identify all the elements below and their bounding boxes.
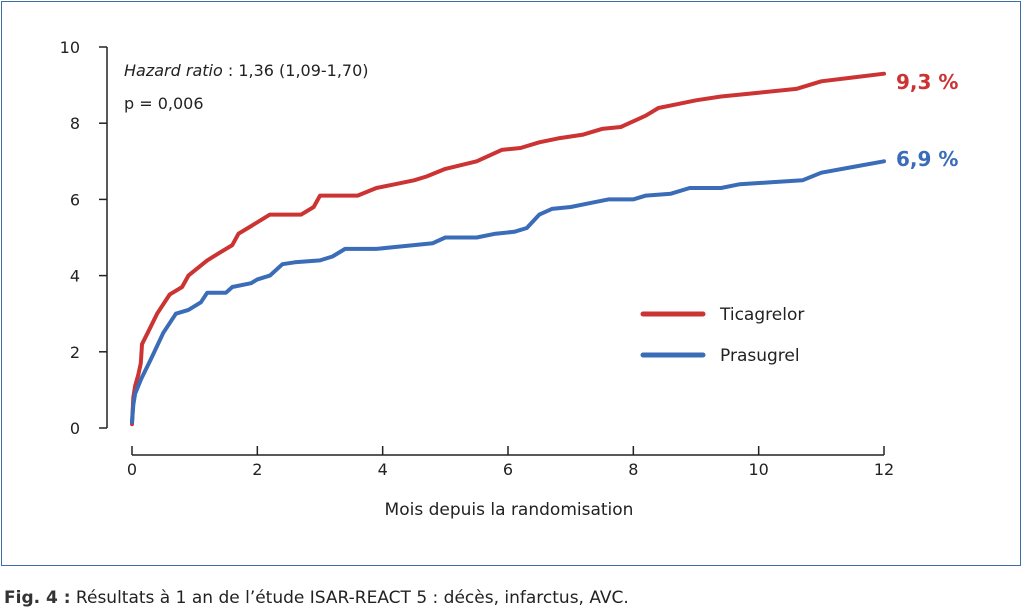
y-tick-label: 0 [70,419,80,438]
end-label-prasugrel: 6,9 % [896,147,958,171]
p-value-annotation: p = 0,006 [124,94,204,113]
x-tick-label: 0 [127,460,137,479]
y-tick-label: 6 [70,190,80,209]
caption-text: Résultats à 1 an de l’étude ISAR-REACT 5… [70,588,629,608]
y-tick-label: 10 [60,38,80,57]
hazard-ratio-annotation: Hazard ratio : 1,36 (1,09-1,70) [124,61,369,80]
legend: Ticagrelor Prasugrel [640,305,804,366]
end-label-ticagrelor: 9,3 % [896,70,958,94]
x-tick-label: 4 [378,460,388,479]
figure-caption: Fig. 4 : Résultats à 1 an de l’étude ISA… [4,588,629,608]
y-tick-label: 8 [70,114,80,133]
x-axis-title: Mois depuis la randomisation [385,500,634,520]
ticks: 0 2 4 6 8 10 0 2 4 6 8 10 12 [60,38,895,479]
hazard-ratio-label: Hazard ratio [124,61,223,80]
figure-frame [1,1,1021,566]
series-lines [130,71,886,427]
x-tick-label: 8 [628,460,638,479]
x-tick-label: 12 [874,460,894,479]
x-tick-label: 6 [503,460,513,479]
caption-fig-label: Fig. 4 : [4,588,71,608]
series-line-ticagrelor [130,71,886,427]
hazard-ratio-value: : 1,36 (1,09-1,70) [223,61,369,80]
y-tick-label: 4 [70,267,80,286]
y-tick-label: 2 [70,343,80,362]
legend-label-ticagrelor: Ticagrelor [719,305,804,325]
series-line-prasugrel [130,159,886,425]
legend-label-prasugrel: Prasugrel [720,346,800,366]
x-tick-label: 2 [252,460,262,479]
x-tick-label: 10 [748,460,768,479]
chart: 0 2 4 6 8 10 0 2 4 6 8 10 12 Hazard ratio : 1,36 (1,… [60,38,959,520]
